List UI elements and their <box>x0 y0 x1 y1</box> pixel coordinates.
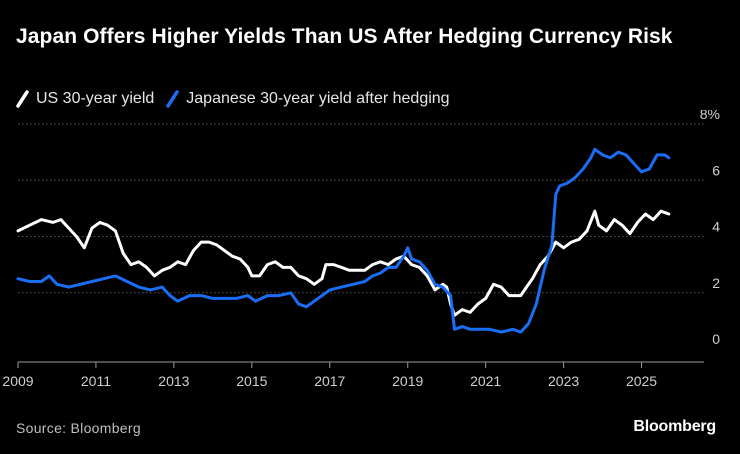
x-tick-label: 2023 <box>548 373 579 389</box>
legend-swatch-japan <box>166 90 180 108</box>
legend-item-us: US 30-year yield <box>16 90 154 108</box>
legend-label-us: US 30-year yield <box>36 90 155 107</box>
x-tick-label: 2013 <box>158 373 189 389</box>
y-tick-label: 6 <box>712 162 720 178</box>
x-tick-label: 2015 <box>236 373 267 389</box>
legend-item-japan: Japanese 30-year yield after hedging <box>166 90 450 108</box>
legend-label-japan: Japanese 30-year yield after hedging <box>186 90 450 107</box>
y-tick-label: 2 <box>712 275 720 291</box>
y-tick-label: 4 <box>712 219 720 235</box>
bloomberg-logo: Bloomberg <box>633 418 716 435</box>
y-tick-label: 0 <box>712 331 720 347</box>
y-tick-label: 8% <box>700 110 720 122</box>
source-note: Source: Bloomberg <box>16 420 141 436</box>
series-line-japan-30y-hedged <box>16 147 671 334</box>
x-tick-label: 2021 <box>470 373 501 389</box>
x-tick-label: 2025 <box>626 373 657 389</box>
x-tick-label: 2011 <box>81 373 111 389</box>
chart-legend: US 30-year yield Japanese 30-year yield … <box>16 90 462 108</box>
legend-swatch-us <box>16 90 29 108</box>
x-tick-label: 2017 <box>314 373 345 389</box>
chart-title: Japan Offers Higher Yields Than US After… <box>16 25 673 48</box>
x-tick-label: 2009 <box>2 373 33 389</box>
line-chart: 0 2 4 6 8% 2009 2011 2013 2015 2017 2019 2021 2023 20… <box>2 110 720 389</box>
series-line-us-30y <box>16 209 671 317</box>
x-tick-label: 2019 <box>392 373 423 389</box>
